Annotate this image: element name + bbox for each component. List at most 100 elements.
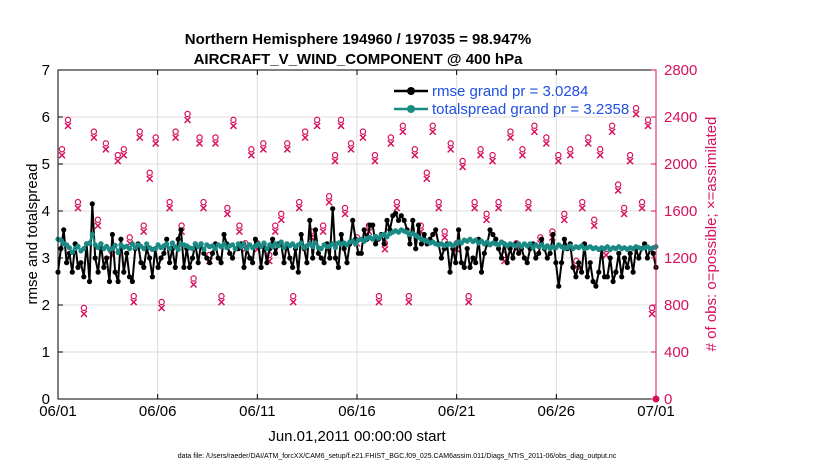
rmse-point [395, 217, 402, 223]
rmse-point [290, 264, 296, 270]
rmse-point [570, 264, 576, 270]
rmse-point [636, 255, 642, 261]
obs-assimilated-marker [199, 204, 208, 212]
obs-assimilated-marker [483, 216, 491, 224]
rmse-point [298, 231, 304, 238]
obs-assimilated-marker [80, 310, 88, 318]
rmse-point [221, 231, 227, 238]
rmse-point [604, 274, 611, 280]
totalspread-point [175, 246, 181, 253]
totalspread-point [221, 241, 227, 247]
rmse-point [418, 241, 424, 247]
obs-assimilated-marker [283, 145, 291, 153]
rmse-point [295, 269, 301, 275]
totalspread-point [95, 245, 101, 251]
rmse-point [189, 255, 196, 261]
obs-assimilated-marker [172, 134, 180, 142]
y-tick-label: 7 [42, 62, 50, 79]
obs-possible-marker [614, 181, 622, 188]
obs-assimilated-marker [301, 134, 309, 142]
rmse-point [407, 241, 413, 247]
rmse-point [464, 246, 470, 252]
obs-assimilated-marker [90, 134, 98, 142]
rmse-point [252, 236, 258, 242]
rmse-point [207, 260, 213, 266]
obs-assimilated-marker [393, 204, 401, 212]
obs-possible-marker [393, 198, 401, 206]
rmse-point [350, 217, 356, 223]
totalspread-point [115, 249, 121, 255]
obs-possible-marker [495, 198, 502, 206]
totalspread-point [298, 240, 304, 246]
rmse-point [124, 250, 130, 256]
obs-assimilated-marker [399, 128, 407, 136]
rmse-point [447, 269, 453, 275]
obs-assimilated-marker [566, 151, 574, 159]
rmse-point [344, 260, 350, 266]
obs-assimilated-marker [166, 204, 174, 212]
obs-assimilated-marker [347, 145, 355, 153]
x-tick-label: 06/26 [538, 403, 576, 420]
rmse-point [172, 264, 178, 270]
obs-assimilated-marker [411, 151, 419, 159]
rmse-point [438, 255, 444, 261]
obs-possible-marker [638, 198, 646, 206]
obs-assimilated-marker [471, 204, 479, 212]
y-tick-label: 2 [42, 297, 50, 314]
rmse-point [579, 269, 585, 275]
rmse-point [258, 264, 264, 270]
obs-assimilated-marker [626, 157, 634, 165]
rmse-point [358, 250, 364, 256]
rmse-point [456, 227, 462, 233]
obs-possible-marker [218, 292, 225, 300]
rmse-point [121, 269, 127, 275]
rmse-point [86, 278, 93, 285]
obs-possible-marker [337, 116, 345, 124]
obs-possible-marker [58, 146, 66, 153]
obs-possible-marker [260, 140, 267, 147]
obs-assimilated-marker [465, 298, 473, 306]
y2-tick-label: 2000 [664, 156, 697, 173]
rmse-point [138, 260, 144, 266]
obs-possible-marker [190, 275, 197, 282]
rmse-point [64, 260, 70, 266]
rmse-point [264, 260, 270, 266]
obs-assimilated-marker [381, 245, 389, 253]
obs-possible-marker [319, 222, 327, 229]
obs-possible-marker [80, 304, 88, 312]
obs-possible-marker [347, 140, 355, 147]
rmse-point [209, 250, 216, 256]
obs-assimilated-marker [217, 298, 225, 306]
rmse-point [106, 278, 113, 285]
y-tick-label: 4 [42, 203, 50, 220]
obs-possible-marker [405, 292, 413, 300]
rmse-point [624, 264, 631, 270]
rmse-point [178, 227, 184, 233]
obs-possible-marker [585, 134, 592, 141]
rmse-point [493, 236, 499, 242]
obs-assimilated-marker [337, 122, 345, 130]
rmse-point [370, 222, 376, 228]
rmse-point [421, 231, 427, 238]
obs-possible-marker [447, 140, 454, 147]
obs-possible-marker [230, 116, 237, 124]
rmse-point [104, 255, 110, 261]
rmse-point [92, 255, 98, 261]
rmse-point [619, 274, 625, 280]
totalspread-point [212, 246, 218, 252]
rmse-point [524, 260, 530, 266]
rmse-point [149, 274, 155, 280]
rmse-point [89, 201, 95, 207]
rmse-point [167, 260, 173, 266]
totalspread-point [332, 245, 339, 251]
obs-possible-marker [596, 146, 604, 153]
obs-assimilated-marker [295, 204, 303, 212]
rmse-point [187, 264, 193, 270]
rmse-point [458, 260, 464, 266]
totalspread-point [229, 242, 236, 248]
obs-assimilated-marker [632, 110, 640, 118]
rmse-point [616, 250, 622, 256]
obs-possible-marker [136, 128, 143, 135]
obs-assimilated-marker [313, 122, 321, 130]
obs-assimilated-marker [429, 128, 437, 136]
